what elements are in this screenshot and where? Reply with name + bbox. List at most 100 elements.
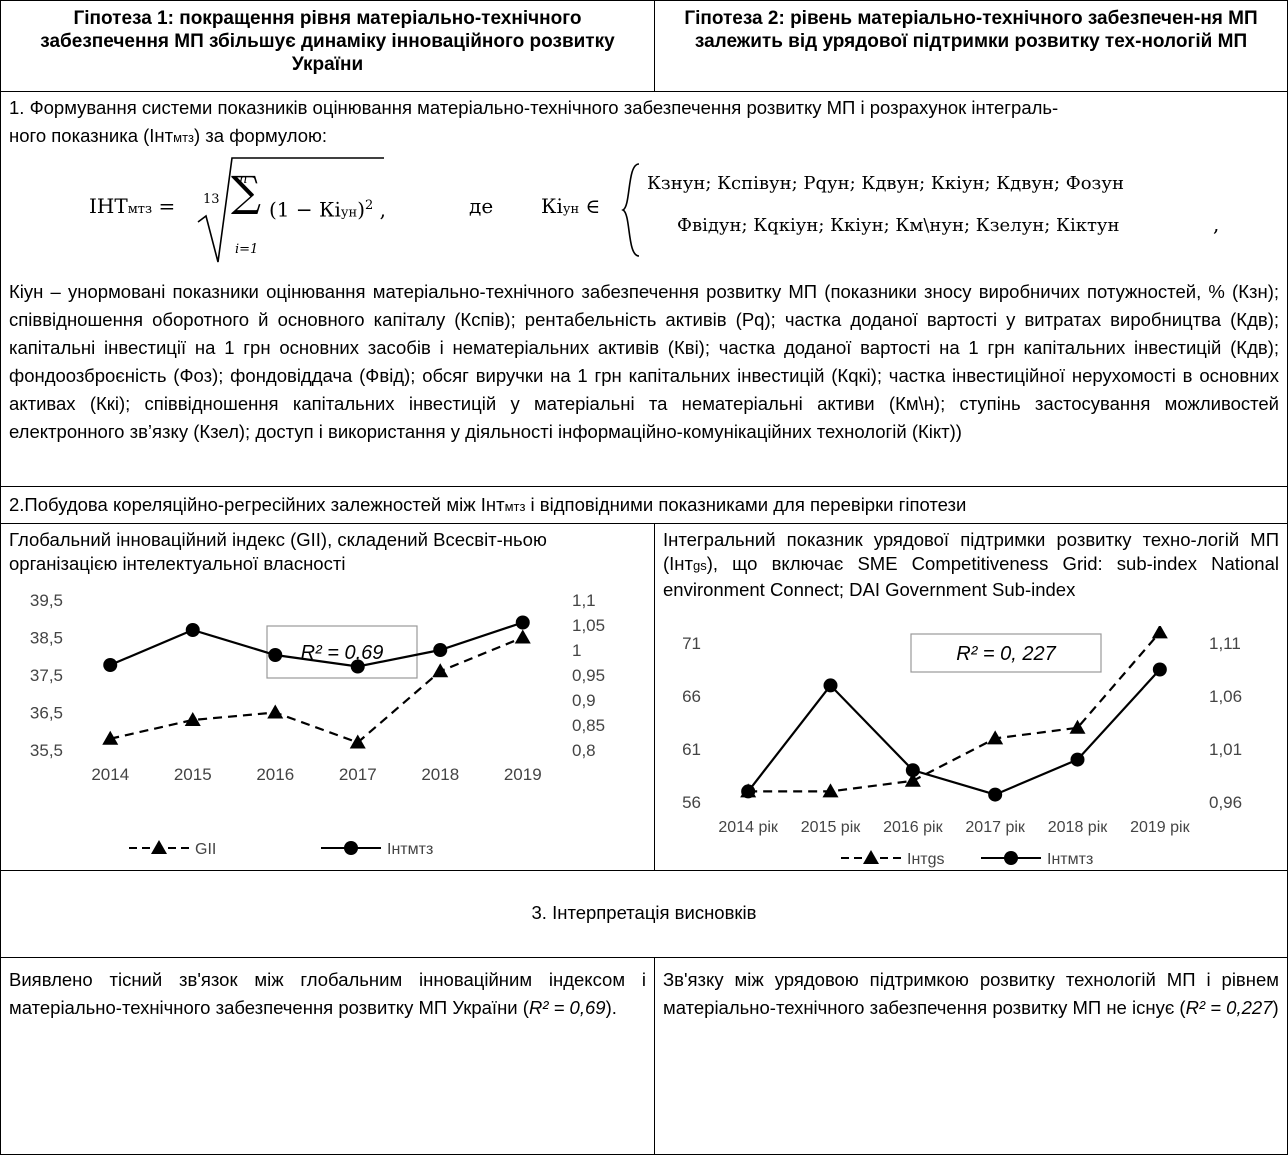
data-point-circle (1070, 752, 1085, 767)
y-left-tick: 38,5 (30, 629, 63, 648)
x-tick-label: 2018 рік (1048, 819, 1108, 836)
chart-gov-support: 71 66 61 56 1,11 1,06 1,01 0,96 2014 рік 2015 рік… (682, 626, 1242, 868)
hypothesis-1-text: Гіпотеза 1: покращення рівня матеріально… (40, 8, 615, 75)
brace-icon (621, 163, 640, 257)
formula-set-row2: Фвідун; Кqкіун; Ккіун; Км\нун; Кзелун; К… (677, 215, 1120, 236)
data-point-triangle (102, 730, 119, 745)
chart-left-cell: Глобальний інноваційний індекс (GII), ск… (0, 523, 655, 871)
data-point-circle (515, 615, 530, 630)
data-point-circle (185, 623, 200, 637)
formula-set-row1: Кзнун; Кспівун; Pqун; Кдвун; Ккіун; Кдву… (647, 173, 1124, 194)
step1-description: Кiун – унормовані показники оцінювання м… (9, 281, 1279, 442)
legend-label: Інтgs (907, 851, 945, 868)
formula-k: Кiун ∈ (541, 194, 601, 218)
r-squared-box (266, 625, 418, 679)
data-point-triangle (514, 629, 531, 644)
series-line-2 (747, 668, 1161, 796)
r-squared-right: R² = 0,227 (1185, 997, 1273, 1018)
data-point-circle (741, 784, 756, 799)
formula-where: де (469, 194, 494, 218)
data-point-triangle (184, 712, 201, 726)
hypothesis-1-cell: Гіпотеза 1: покращення рівня матеріально… (0, 0, 655, 92)
chart-right-caption: Інтегральний показник урядової підтримки… (663, 529, 1279, 600)
x-tick-label: 2015 рік (801, 819, 861, 836)
series-line-2 (109, 621, 524, 668)
y-left-tick: 71 (682, 634, 701, 653)
x-tick-label: 2017 рік (965, 819, 1025, 836)
legend-marker-triangle (151, 840, 167, 854)
r-squared-annotation: R² = 0, 227 (956, 643, 1056, 665)
y-right-tick: 0,9 (572, 691, 596, 710)
data-point-triangle (432, 663, 449, 678)
step3-title: 3. Інтерпретація висновків (531, 902, 757, 923)
step2-title: 2.Побудова кореляційно-регресійних залеж… (9, 494, 967, 515)
r-squared-left: R² = 0,69 (528, 997, 606, 1018)
y-left-tick: 39,5 (30, 591, 63, 610)
data-point-circle (103, 658, 118, 672)
x-tick-label: 2014 рік (718, 819, 778, 836)
y-right-tick: 1 (572, 641, 581, 660)
x-tick-label: 2016 рік (883, 819, 943, 836)
conclusion-right: Зв'язку між урядовою підтримкою розвитку… (663, 969, 1279, 1018)
x-tick-label: 2017 (339, 765, 377, 784)
legend-label: GII (195, 841, 216, 858)
data-point-circle (350, 659, 365, 674)
data-point-triangle (987, 730, 1004, 745)
data-point-triangle (1069, 719, 1086, 734)
legend-label: Інтмтз (1047, 851, 1093, 868)
step1-title: 1. Формування системи показників оцінюва… (9, 92, 1279, 152)
y-left-tick: 36,5 (30, 704, 63, 723)
data-point-triangle (267, 704, 284, 719)
hypothesis-2-cell: Гіпотеза 2: рівень матеріально-технічног… (654, 0, 1288, 92)
formula-sum-top: n (239, 172, 248, 187)
y-right-tick: 0,95 (572, 666, 605, 685)
data-point-triangle (1151, 626, 1168, 639)
step2-title-cell: 2.Побудова кореляційно-регресійних залеж… (0, 486, 1288, 524)
r-squared-box (910, 633, 1102, 673)
x-tick-label: 2019 (504, 765, 542, 784)
series-line-1 (748, 631, 1161, 793)
y-right-tick: 0,8 (572, 741, 596, 760)
radical-sign (197, 157, 384, 263)
data-point-triangle (822, 783, 839, 798)
x-tick-label: 2016 (256, 765, 294, 784)
y-left-tick: 66 (682, 687, 701, 706)
step1-title-c: ) за формулою: (193, 125, 328, 146)
step1-title-sub: мтз (173, 130, 194, 145)
y-left-tick: 61 (682, 740, 701, 759)
y-right-tick: 1,06 (1209, 687, 1242, 706)
data-point-circle (1152, 662, 1167, 677)
conclusion-left-cell: Виявлено тісний зв'язок між глобальним і… (0, 957, 655, 1155)
series-line-1 (110, 636, 524, 744)
data-point-circle (433, 643, 448, 657)
y-right-tick: 0,85 (572, 716, 605, 735)
formula-root-index: 13 (203, 192, 220, 207)
data-point-circle (988, 787, 1003, 802)
y-right-tick: 1,1 (572, 591, 596, 610)
formula: ІНТмтз = 13 n ∑ i=1 (1 − Кiун)2 , де Кiу… (1, 152, 1281, 272)
formula-sum-bottom: i=1 (235, 242, 259, 257)
y-right-tick: 0,96 (1209, 793, 1242, 812)
legend-label: Інтмтз (387, 841, 433, 858)
chart-gii: 39,5 38,5 37,5 36,5 35,5 1,1 1,05 1 0,95 0,9 0,85 0… (30, 591, 605, 858)
y-left-tick: 56 (682, 793, 701, 812)
data-point-triangle (349, 734, 366, 749)
x-tick-label: 2015 (174, 765, 212, 784)
step1-cell: 1. Формування системи показників оцінюва… (0, 91, 1288, 487)
conclusion-left: Виявлено тісний зв'язок між глобальним і… (9, 969, 646, 1018)
legend-marker-circle (1004, 851, 1018, 865)
x-tick-label: 2018 (421, 765, 459, 784)
x-tick-label: 2014 (91, 765, 129, 784)
hypothesis-2-text: Гіпотеза 2: рівень матеріально-технічног… (684, 8, 1258, 52)
y-left-tick: 35,5 (30, 741, 63, 760)
y-right-tick: 1,11 (1209, 634, 1241, 653)
step1-title-a: 1. Формування системи показників оцінюва… (9, 97, 1059, 118)
data-point-circle (268, 648, 283, 662)
legend-marker-circle (344, 841, 358, 855)
formula-lhs: ІНТмтз = (89, 194, 176, 218)
formula-comma: , (1213, 212, 1220, 236)
chart-right-cell: Інтегральний показник урядової підтримки… (654, 523, 1288, 871)
y-right-tick: 1,01 (1209, 740, 1242, 759)
y-left-tick: 37,5 (30, 666, 63, 685)
